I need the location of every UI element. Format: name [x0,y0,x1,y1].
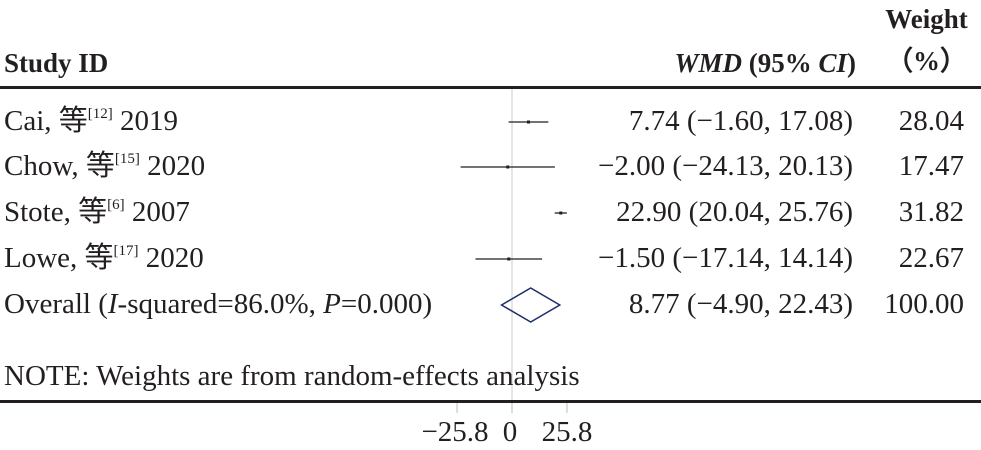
effect-label-ci: CI [818,48,847,78]
effect-label-ci-open: (95% [741,48,819,78]
study-ci-0: 7.74 (−1.60, 17.08) [628,105,853,137]
study-ci-1: −2.00 (−24.13, 20.13) [597,150,853,182]
point-estimate-2 [559,211,563,215]
point-estimate-0 [526,120,530,124]
study-weight-3: 22.67 [898,242,964,274]
effect-label-ci-close: ) [847,48,856,78]
footer-rule [0,400,981,403]
study-weight-0: 28.04 [898,105,964,137]
column-header-weight-line2: （%） [886,46,967,76]
x-tick-label-1: 0 [502,416,518,448]
study-label-0: Cai, 等[12] 2019 [4,105,179,137]
point-estimate-1 [506,165,510,169]
x-tick-label-0: −25.8 [421,416,489,448]
effect-label-wmd: WMD [674,48,742,78]
header-rule [0,86,981,89]
column-header-weight-line1: Weight [885,4,968,34]
study-ci-2: 22.90 (20.04, 25.76) [616,196,853,228]
overall-weight: 100.00 [884,288,964,320]
note-text: NOTE: Weights are from random-effects an… [4,360,580,392]
study-label-2: Stote, 等[6] 2007 [4,196,190,228]
study-label-1: Chow, 等[15] 2020 [4,150,206,182]
point-estimate-3 [507,257,511,261]
study-weight-2: 31.82 [898,196,964,228]
overall-label: Overall (I-squared=86.0%, P=0.000) [4,288,433,320]
column-header-effect: WMD (95% CI) [596,50,856,77]
study-weight-1: 17.47 [898,150,964,182]
study-ci-3: −1.50 (−17.14, 14.14) [597,242,853,274]
x-tick-label-2: 25.8 [541,416,593,448]
overall-ci: 8.77 (−4.90, 22.43) [628,288,853,320]
column-header-study: Study ID [4,48,109,78]
overall-diamond [500,287,562,323]
study-label-3: Lowe, 等[17] 2020 [4,242,204,274]
